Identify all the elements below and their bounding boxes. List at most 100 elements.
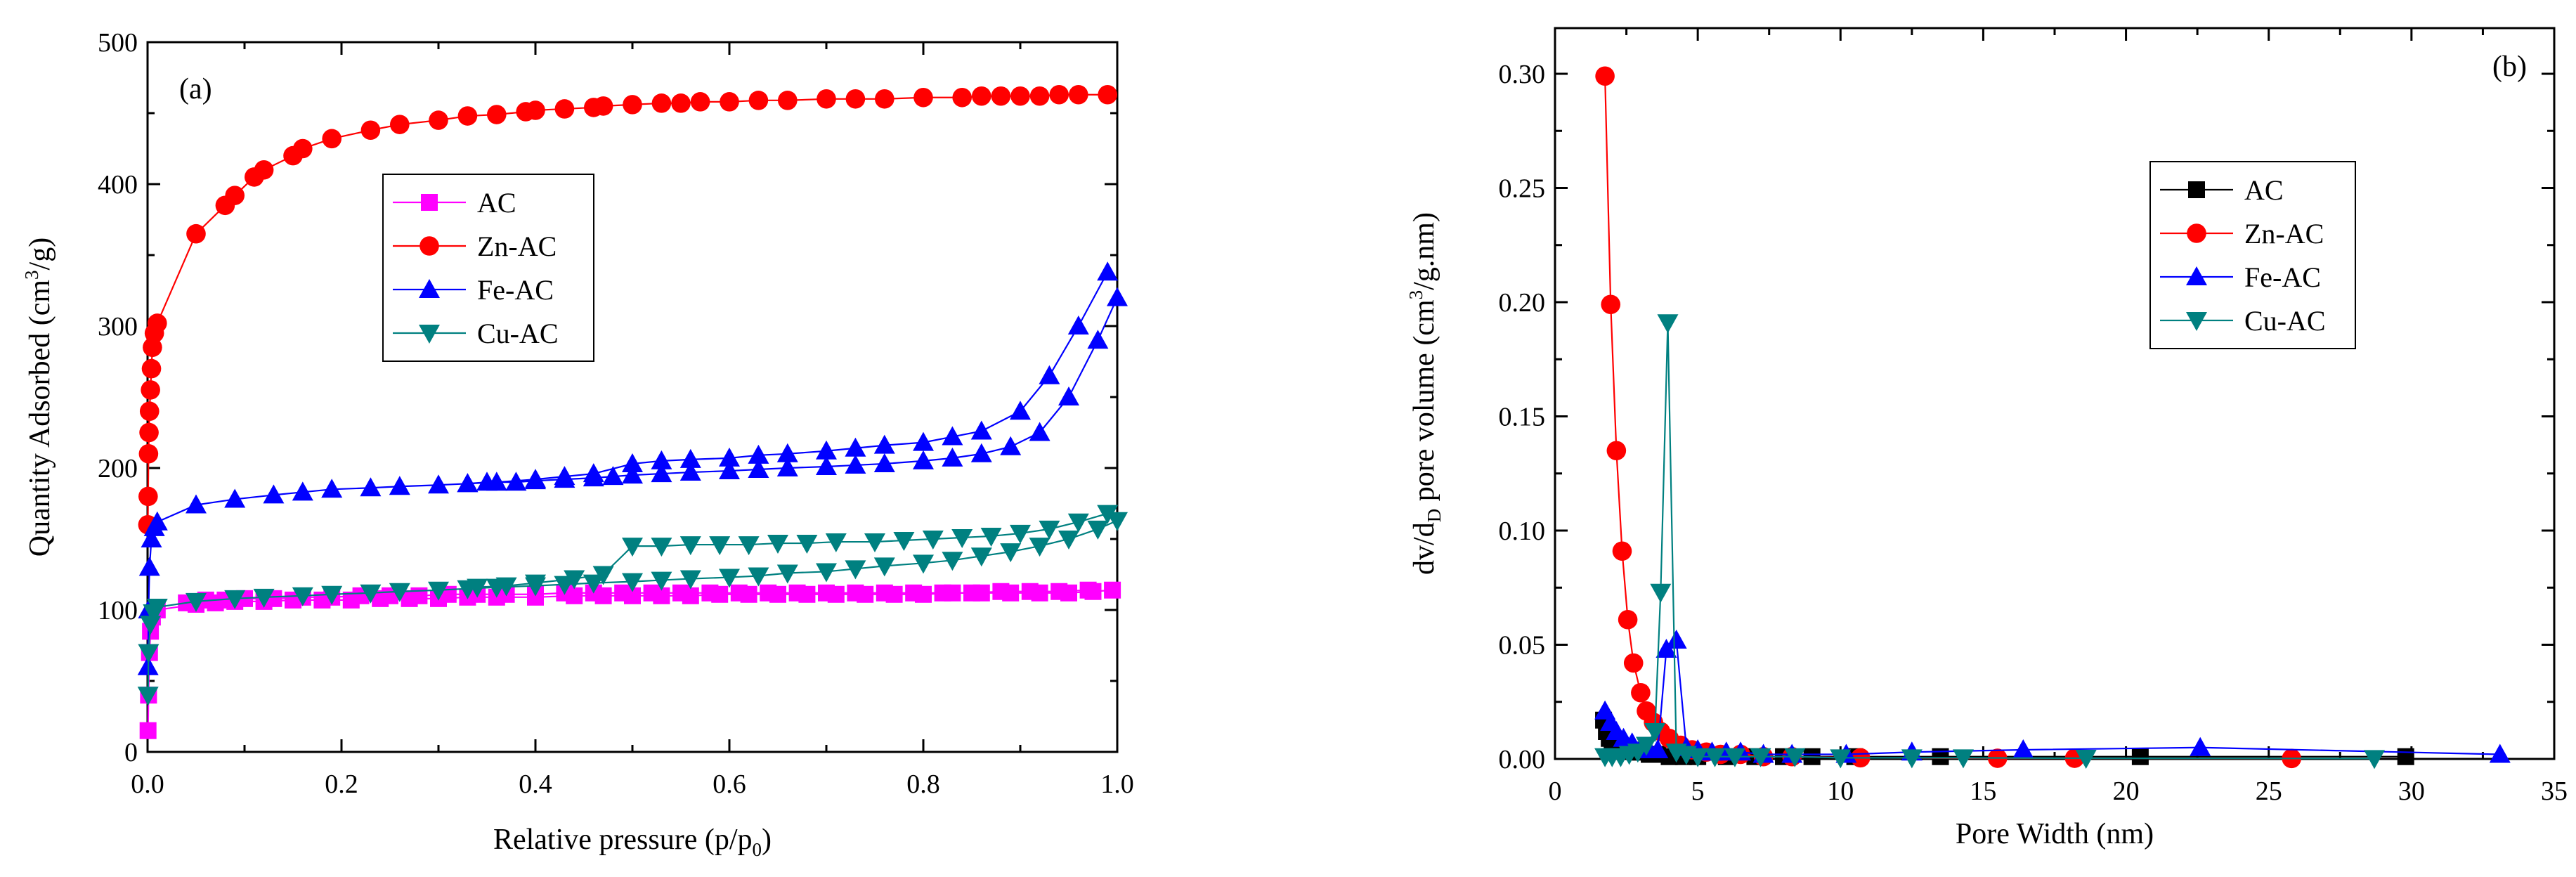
data-point-cu-ac (1704, 748, 1726, 767)
data-point-cu-ac (389, 583, 410, 602)
data-point-cu-ac (1107, 512, 1128, 531)
series-ac (139, 581, 1121, 739)
data-point-zn-ac (141, 380, 160, 400)
y-tick-label: 0.05 (1499, 631, 1546, 661)
data-point-cu-ac-desorption (622, 538, 643, 557)
data-point-fe-ac (679, 462, 701, 481)
data-point-cu-ac (942, 552, 963, 571)
data-point-ac-desorption (905, 584, 923, 602)
data-point-fe-ac-desorption (845, 437, 866, 457)
data-point-fe-ac (141, 528, 162, 547)
data-point-cu-ac (1636, 736, 1658, 756)
y-tick-label: 0.10 (1499, 517, 1546, 546)
data-point-fe-ac (263, 484, 285, 504)
legend-entry-ac: AC (2160, 174, 2284, 206)
data-point-ac-desorption (643, 584, 661, 602)
panel-label: (b) (2492, 51, 2527, 83)
data-point-cu-ac-desorption (864, 533, 885, 553)
data-point-ac-desorption (701, 584, 719, 602)
legend-marker-fe-ac (2186, 266, 2207, 285)
x-tick-label: 0.2 (325, 769, 358, 799)
data-point-ac-desorption (614, 584, 632, 602)
data-point-zn-ac (1606, 441, 1627, 461)
legend-marker-fe-ac (419, 279, 440, 298)
panel-a-adsorption-isotherm: 0.0 0.2 0.4 0.6 0.8 1.0 0 100 200 300 400 500 (a) AC Z… (21, 28, 1134, 860)
data-point-fe-ac-desorption (651, 450, 672, 469)
x-tick-label: 0.0 (131, 769, 164, 799)
y-axis-label-subscript: D (1424, 509, 1445, 523)
data-point-zn-ac (913, 87, 933, 108)
data-point-zn-ac (138, 444, 159, 464)
series-fe-ac (137, 287, 1128, 675)
data-point-cu-ac (679, 570, 701, 590)
legend-entry-ac: AC (393, 187, 516, 219)
legend-entry-cu-ac: Cu-AC (393, 318, 559, 349)
data-point-cu-ac (428, 581, 449, 601)
data-point-cu-ac (1644, 723, 1666, 742)
legend-marker-ac (421, 194, 438, 211)
data-point-cu-ac (1087, 520, 1109, 540)
data-point-zn-ac (1623, 653, 1644, 673)
data-point-fe-ac (816, 455, 837, 475)
data-point-zn-ac (322, 129, 342, 149)
data-point-cu-ac (321, 585, 343, 605)
data-point-cu-ac (913, 554, 934, 574)
data-point-zn-ac (1098, 84, 1117, 105)
series-cu-ac-desorption (467, 505, 1119, 598)
y-tick-label: 0.30 (1499, 60, 1546, 89)
data-point-ac-desorption (672, 584, 689, 602)
data-point-fe-ac (942, 447, 963, 467)
data-point-zn-ac (623, 95, 642, 115)
data-point-fe-ac (1087, 330, 1109, 349)
series-cu-ac (1594, 314, 2386, 769)
legend-marker-cu-ac (2186, 312, 2207, 331)
data-point-zn-ac (360, 120, 381, 141)
legend-box (2149, 161, 2356, 349)
data-point-fe-ac (360, 477, 382, 497)
data-point-zn-ac (1612, 541, 1632, 561)
y-tick-label: 100 (98, 596, 138, 625)
series-line-cu-ac-desorption (477, 512, 1108, 588)
data-point-cu-ac (292, 587, 313, 606)
panel-b-pore-size-distribution: 0 5 10 15 20 25 30 35 0.00 0.05 0.10 0.15 0.20 0.25 0.… (1405, 27, 2568, 850)
legend-entry-fe-ac: Fe-AC (2160, 261, 2321, 293)
y-tick-label: 200 (98, 454, 138, 483)
data-point-fe-ac (146, 511, 168, 531)
y-axis-label-main: Quantity Adsorbed (cm (24, 280, 56, 557)
data-point-zn-ac (526, 100, 545, 120)
data-point-zn-ac (748, 91, 769, 110)
data-point-fe-ac (913, 450, 934, 469)
data-point-cu-ac-desorption (651, 538, 672, 557)
data-point-zn-ac (671, 93, 691, 113)
x-tick-label: 0.8 (906, 769, 940, 799)
data-point-cu-ac (816, 563, 837, 583)
data-point-cu-ac (2075, 750, 2097, 769)
data-point-zn-ac (141, 358, 162, 379)
x-tick-label: 25 (2256, 777, 2282, 806)
data-point-fe-ac (186, 494, 207, 514)
data-point-cu-ac (583, 574, 604, 594)
data-point-fe-ac (292, 481, 313, 501)
legend-label: Zn-AC (2244, 218, 2324, 249)
data-point-cu-ac-desorption (467, 578, 488, 598)
data-point-fe-ac (389, 476, 410, 495)
data-point-cu-ac-desorption (709, 536, 731, 556)
x-tick-label: 35 (2541, 777, 2568, 806)
data-point-zn-ac (138, 486, 158, 507)
legend-marker-ac (2188, 181, 2205, 198)
data-point-fe-ac-desorption (719, 447, 740, 467)
x-tick-label: 30 (2398, 777, 2425, 806)
legend-entry-zn-ac: Zn-AC (393, 230, 557, 262)
data-point-zn-ac (186, 223, 206, 244)
data-point-ac-desorption (992, 583, 1010, 600)
x-tick-label: 10 (1827, 777, 1854, 806)
legend-label: Fe-AC (477, 274, 554, 306)
data-point-cu-ac (1830, 749, 1852, 769)
data-point-ac (2397, 748, 2414, 765)
x-tick-label: 15 (1970, 777, 1996, 806)
series-fe-ac-desorption (457, 261, 1119, 493)
y-tick-label: 400 (98, 170, 138, 200)
legend-entry-fe-ac: Fe-AC (393, 274, 554, 306)
x-axis-label: Pore Width (nm) (1956, 818, 2154, 850)
